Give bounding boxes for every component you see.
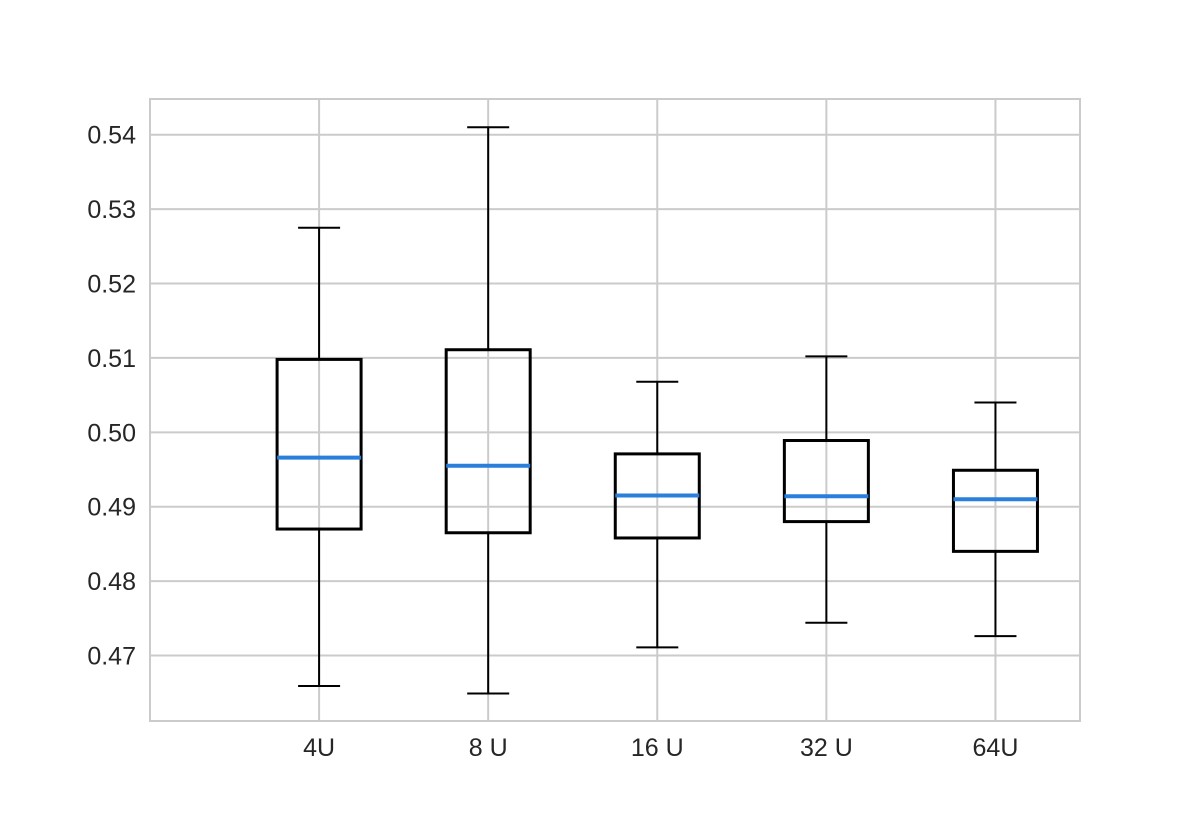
y-tick-label: 0.47 [87, 643, 136, 671]
x-tick-label: 32 U [800, 734, 853, 762]
y-tick-label: 0.54 [87, 122, 136, 150]
box-plot-2 [444, 126, 532, 695]
y-tick-label: 0.48 [87, 568, 136, 596]
y-tick-label: 0.52 [87, 271, 136, 299]
x-tick-label: 16 U [631, 734, 684, 762]
x-axis-ticks: 4U 8 U 16 U 32 U 64U [303, 734, 1018, 762]
x-tick-label: 4U [303, 734, 335, 762]
grid [150, 99, 1080, 721]
iqr-box [444, 348, 532, 535]
iqr-box [782, 439, 870, 524]
y-tick-label: 0.50 [87, 419, 136, 447]
iqr-box [275, 357, 363, 531]
y-tick-label: 0.49 [87, 494, 136, 522]
box-plot-1 [275, 226, 363, 688]
y-tick-label: 0.53 [87, 196, 136, 224]
x-tick-label: 64U [973, 734, 1019, 762]
y-axis-ticks: 0.47 0.48 0.49 0.50 0.51 0.52 0.53 0.54 [87, 122, 136, 671]
x-tick-label: 8 U [469, 734, 508, 762]
box-plot-4 [782, 355, 870, 624]
box-plot-5 [951, 401, 1039, 638]
y-tick-label: 0.51 [87, 345, 136, 373]
box-series [275, 126, 1039, 695]
plot-frame [149, 98, 1081, 722]
iqr-box [951, 468, 1039, 553]
box-plot-3 [613, 380, 701, 649]
